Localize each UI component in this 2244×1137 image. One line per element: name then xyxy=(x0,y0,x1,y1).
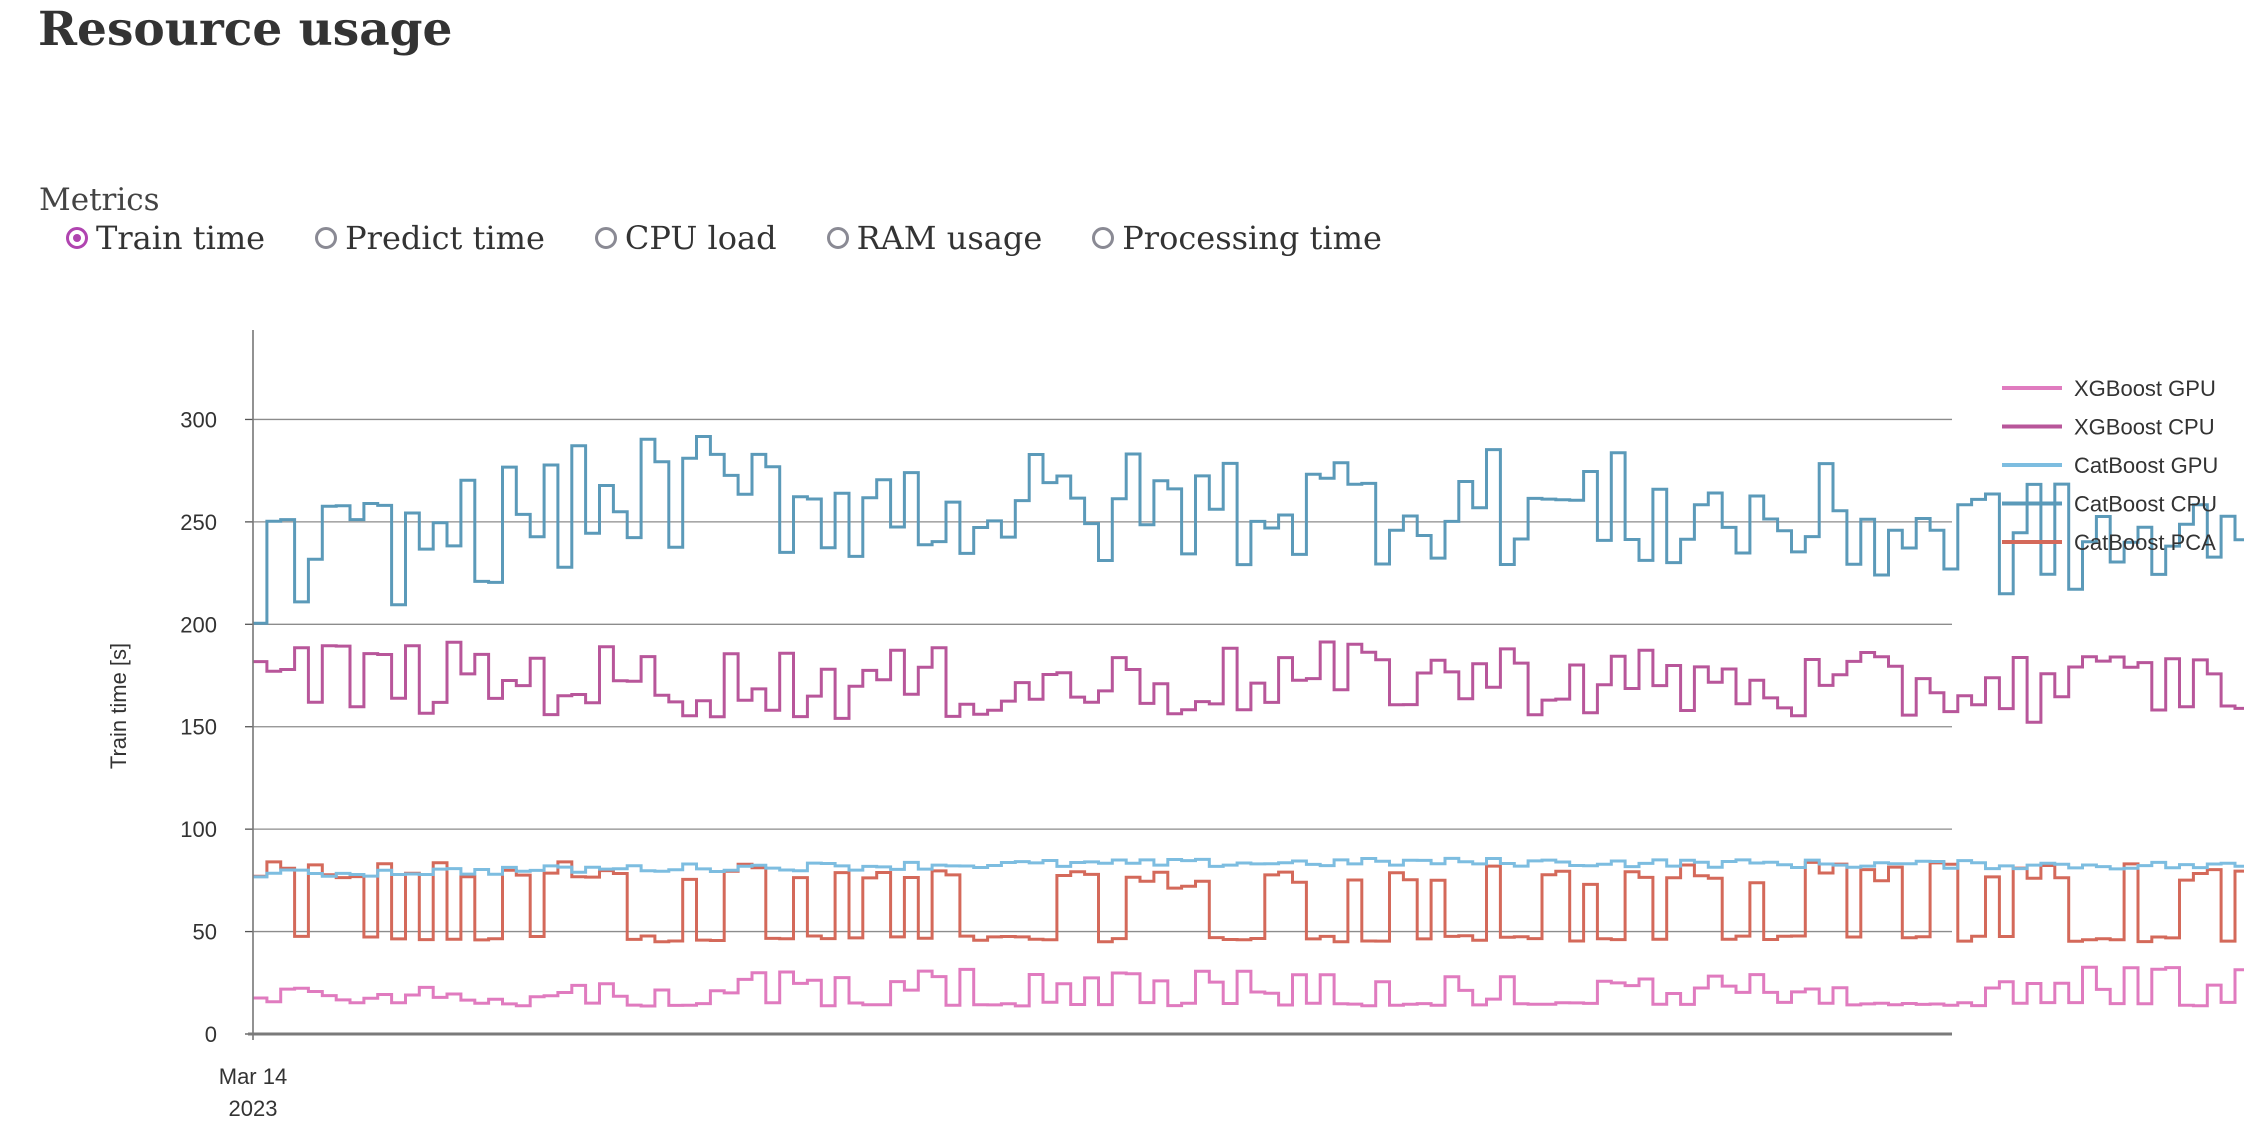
y-tick-label: 100 xyxy=(180,817,217,842)
legend-label[interactable]: XGBoost GPU xyxy=(2074,376,2216,401)
series-line-xgboost-cpu xyxy=(253,640,2244,724)
radio-circle-icon[interactable] xyxy=(826,227,849,249)
x-tick-year-label: 2023 xyxy=(229,1096,278,1121)
radio-predict-time[interactable]: Predict time xyxy=(315,219,545,257)
radio-circle-icon[interactable] xyxy=(66,227,88,249)
radio-label[interactable]: CPU load xyxy=(624,219,777,257)
radio-label[interactable]: Train time xyxy=(96,219,266,257)
legend-item[interactable]: CatBoost GPU xyxy=(2002,453,2218,478)
y-tick-label: 300 xyxy=(180,407,217,432)
y-tick-label: 150 xyxy=(180,715,217,740)
radio-ram-usage[interactable]: RAM usage xyxy=(826,219,1043,257)
page-title: Resource usage xyxy=(38,2,453,57)
legend-label[interactable]: CatBoost CPU xyxy=(2074,492,2217,517)
radio-circle-icon[interactable] xyxy=(315,227,338,249)
legend-label[interactable]: CatBoost PCA xyxy=(2074,530,2216,555)
radio-circle-icon[interactable] xyxy=(594,227,617,249)
legend-item[interactable]: CatBoost CPU xyxy=(2002,492,2217,517)
chart-series xyxy=(253,435,2244,1008)
y-axis-label: Train time [s] xyxy=(106,643,131,769)
series-line-catboost-cpu xyxy=(253,435,2244,625)
metrics-radio-group: Train time Predict time CPU load RAM usa… xyxy=(66,219,1432,257)
y-tick-label: 250 xyxy=(180,510,217,535)
series-line-xgboost-gpu xyxy=(253,965,2244,1008)
y-tick-label: 0 xyxy=(205,1022,217,1047)
radio-label[interactable]: Predict time xyxy=(345,219,545,257)
legend-label[interactable]: XGBoost CPU xyxy=(2074,415,2215,440)
grid-lines xyxy=(252,330,1952,1040)
y-tick-label: 200 xyxy=(180,612,217,637)
radio-circle-icon[interactable] xyxy=(1092,227,1115,249)
legend-item[interactable]: XGBoost CPU xyxy=(2002,415,2215,440)
series-line-catboost-gpu xyxy=(253,856,2244,879)
series-line-catboost-pca xyxy=(253,860,2244,944)
legend-label[interactable]: CatBoost GPU xyxy=(2074,453,2218,478)
legend-item[interactable]: XGBoost GPU xyxy=(2002,376,2216,401)
radio-processing-time[interactable]: Processing time xyxy=(1092,219,1382,257)
metrics-label: Metrics xyxy=(39,182,160,218)
legend-item[interactable]: CatBoost PCA xyxy=(2002,530,2216,555)
y-tick-label: 50 xyxy=(193,920,217,945)
radio-label[interactable]: RAM usage xyxy=(856,219,1043,257)
radio-train-time[interactable]: Train time xyxy=(66,219,265,257)
radio-cpu-load[interactable]: CPU load xyxy=(594,219,777,257)
chart-legend[interactable]: XGBoost GPU XGBoost CPU CatBoost GPU CatBoo… xyxy=(2002,376,2218,555)
radio-label[interactable]: Processing time xyxy=(1122,219,1382,257)
x-tick-label: Mar 14 xyxy=(219,1064,287,1089)
